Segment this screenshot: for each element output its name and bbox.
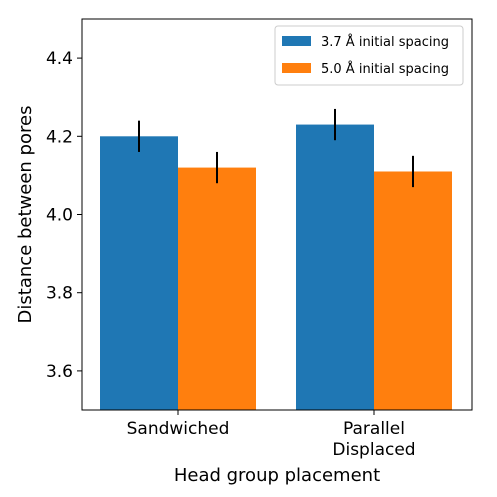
bar-series1-1: [100, 136, 178, 411]
x-axis-label: Head group placement: [174, 465, 380, 486]
legend-label: 3.7 Å initial spacing: [321, 34, 449, 50]
x-tick-label: Parallel: [343, 419, 405, 439]
y-tick-label: 3.6: [46, 362, 73, 382]
bar-series1-2: [296, 124, 374, 410]
legend-swatch: [282, 63, 311, 73]
bar-series2-2: [374, 171, 452, 410]
legend-swatch: [282, 36, 311, 46]
bar-series2-1: [178, 167, 256, 410]
y-axis: 3.6 3.8 4.0 4.2 4.4: [46, 49, 82, 382]
legend-label: 5.0 Å initial spacing: [321, 61, 449, 77]
y-tick-label: 3.8: [46, 284, 73, 304]
error-bars-layer: [138, 108, 414, 188]
y-axis-label: Distance between pores: [15, 106, 36, 324]
legend-box: [274, 25, 464, 86]
x-tick-label: Sandwiched: [127, 419, 230, 439]
y-tick-label: 4.0: [46, 206, 73, 226]
legend: 3.7 Å initial spacing 5.0 Å initial spaci…: [274, 25, 464, 86]
bars-layer: [100, 124, 452, 411]
y-tick-label: 4.4: [46, 49, 73, 69]
y-tick-label: 4.2: [46, 127, 73, 147]
x-tick-label: Displaced: [332, 440, 415, 460]
